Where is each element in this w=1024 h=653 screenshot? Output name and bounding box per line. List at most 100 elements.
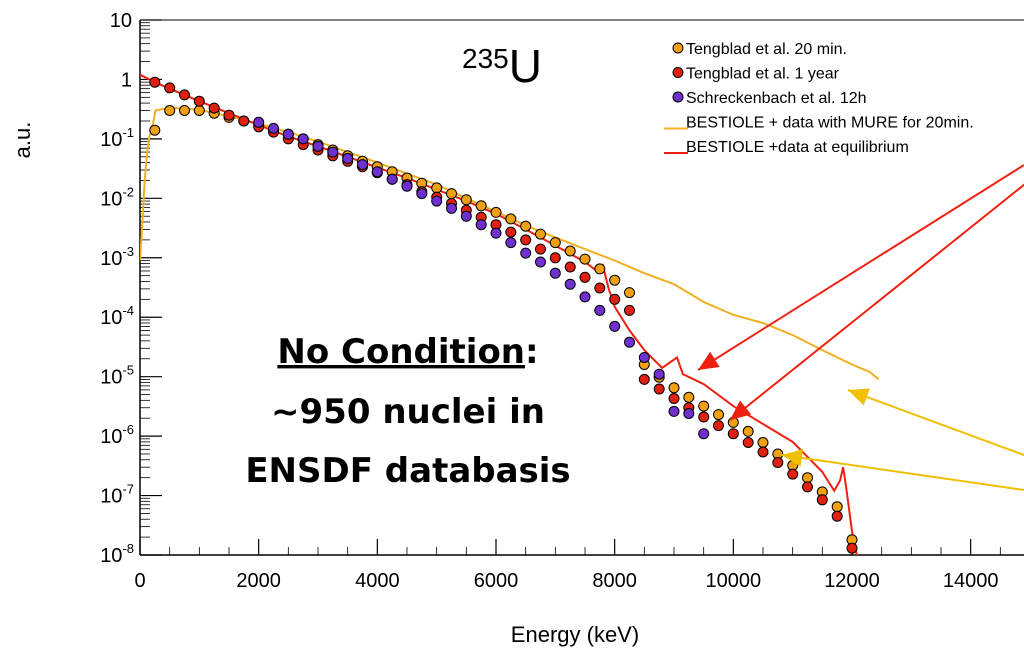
series-2-point [624, 304, 635, 316]
yellow-arrow-2 [781, 454, 1024, 491]
series-2-point [549, 252, 561, 264]
legend-label: Tengblad et al. 20 min. [686, 41, 847, 58]
series-3-point [549, 267, 561, 279]
series-2-point [564, 261, 576, 273]
series-2-point [208, 102, 220, 114]
annotation-line-1: No Condition: [277, 332, 538, 372]
series-2-point [742, 437, 754, 448]
series-3-point [460, 210, 472, 222]
annotation: No Condition: ~950 nuclei in ENSDF databas… [245, 332, 570, 491]
series-1-point [179, 105, 190, 116]
series-2-point [787, 468, 799, 480]
series-3-point [297, 133, 309, 145]
series-3-point [342, 152, 354, 164]
series-3-point [520, 247, 532, 259]
red-arrow-1 [697, 164, 1024, 371]
series-3-point [535, 256, 546, 268]
yellow-arrow-2-head [782, 448, 804, 467]
axes: 10 1 10-1 10-2 10-3 10-4 10-5 10-6 10-7 10-80 2000… [100, 10, 1024, 592]
series-2-point [698, 411, 710, 423]
arrows [697, 164, 1024, 491]
x-tick-label: 8000 [592, 570, 637, 592]
x-tick-label: 4000 [355, 570, 400, 592]
series-2-point [772, 457, 784, 468]
red-arrow-2-head [730, 400, 752, 420]
series-3-point [609, 320, 621, 332]
series-3-point [371, 166, 383, 178]
series-1-point [431, 182, 443, 194]
series-2-point [594, 282, 606, 294]
series-1-point [564, 245, 576, 257]
series-2-point [757, 446, 769, 458]
series-3-point [638, 352, 650, 363]
series-1-point [742, 425, 754, 437]
annotation-line-3: ENSDF databasis [245, 451, 570, 491]
series-2-point [638, 373, 650, 385]
legend-marker [672, 91, 684, 103]
series-1-point [831, 501, 843, 513]
series-2-point [668, 393, 680, 404]
series-3-point [431, 195, 443, 207]
y-tick-label: 10-1 [100, 125, 134, 151]
series-2-point [238, 115, 250, 127]
y-tick-label: 10-2 [100, 184, 134, 210]
annotation-line-2: ~950 nuclei in [271, 392, 545, 432]
red-arrow-2 [729, 183, 1024, 421]
yellow-arrow-1 [847, 389, 1024, 456]
yellow-arrow-1-head [848, 388, 870, 406]
series-1-point [475, 200, 487, 212]
series-2-point [609, 293, 621, 305]
series-2-point [193, 95, 205, 107]
title-base: U [509, 40, 542, 92]
series-2-point [223, 109, 235, 121]
series-2-point [164, 82, 176, 94]
series-2-point [179, 89, 190, 101]
x-tick-label: 10000 [706, 570, 762, 592]
y-tick-label: 10-6 [100, 422, 134, 448]
legend: Tengblad et al. 20 min. Tengblad et al. 1… [664, 41, 974, 156]
series-2-point [816, 494, 828, 506]
series-3-point [668, 405, 680, 417]
series-3-point [698, 428, 710, 440]
legend-label: BESTIOLE +data at equilibrium [686, 139, 909, 156]
y-tick-label: 10-3 [100, 244, 134, 270]
series-2-point [831, 510, 843, 522]
series-1-point [698, 400, 710, 412]
series-3-point [564, 278, 576, 290]
series-3-point [268, 122, 279, 134]
chart-title: 235U [462, 40, 542, 92]
legend-label: Tengblad et al. 1 year [686, 66, 840, 83]
series-2-point [579, 271, 591, 283]
series-1-point [460, 194, 472, 206]
y-tick-label: 10-8 [100, 541, 134, 567]
y-tick-label: 10-7 [100, 482, 134, 508]
series-2-point [653, 383, 665, 395]
series-1-point [624, 287, 635, 299]
series-2-point [505, 226, 517, 238]
series-3-point [282, 128, 294, 140]
series-1-point [549, 237, 561, 249]
series-1-point [668, 382, 680, 394]
series-2-point [520, 234, 532, 246]
series-2-point [713, 420, 724, 432]
series-3-point [416, 188, 428, 200]
series-1-point [446, 188, 457, 200]
series-3-point [579, 291, 591, 303]
series-3-point [386, 173, 398, 185]
x-axis-label: Energy (keV) [511, 622, 639, 647]
series-1-point [535, 228, 546, 240]
series-1-point [149, 124, 161, 136]
series-3-point [327, 146, 339, 158]
series-3-point [401, 180, 413, 192]
series-3-point [475, 219, 487, 231]
x-tick-label: 12000 [824, 570, 880, 592]
series-3-point [624, 336, 635, 348]
series-1-point [579, 253, 591, 265]
x-tick-label: 2000 [236, 570, 281, 592]
series-3-point [490, 227, 502, 239]
y-axis-label: a.u. [10, 122, 35, 159]
series-1-point [505, 213, 517, 225]
series-3-point [653, 368, 665, 380]
y-tick-label: 10-4 [100, 303, 134, 329]
series-1-point [594, 263, 606, 275]
